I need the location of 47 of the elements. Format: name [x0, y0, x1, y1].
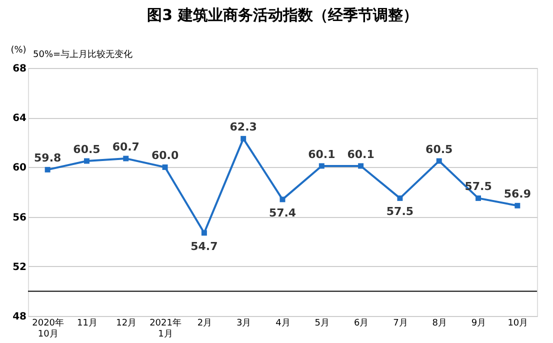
y-tick-label: 52 [12, 262, 27, 273]
data-label: 57.5 [386, 205, 414, 218]
data-label: 60.5 [73, 143, 100, 156]
data-label: 60.5 [426, 143, 453, 156]
x-tick-label: 2021年 1月 [150, 318, 182, 340]
x-tick-label: 6月 [354, 318, 369, 328]
x-tick-label: 2020年 10月 [32, 318, 64, 340]
data-label: 59.8 [34, 152, 62, 165]
data-label: 57.4 [268, 206, 296, 220]
point [44, 166, 50, 172]
point [123, 156, 129, 162]
y-tick-label: 68 [12, 64, 27, 74]
y-tick-label: 60 [12, 162, 27, 174]
x-tick-label: 4月 [276, 318, 290, 328]
x-tick-label: 7月 [393, 318, 408, 328]
point [397, 195, 403, 201]
x-tick-label: 8月 [432, 318, 447, 328]
point [436, 158, 442, 164]
point [84, 158, 90, 164]
y-axis-title: (%) [10, 46, 26, 56]
y-tick-label: 64 [12, 113, 27, 124]
x-tick-label: 5月 [314, 318, 330, 328]
point [162, 164, 168, 170]
point [476, 195, 482, 201]
point [318, 163, 324, 169]
point [514, 202, 520, 208]
data-label: 56.9 [504, 188, 531, 201]
y-tick-label: 48 [12, 312, 27, 322]
point [240, 136, 246, 142]
x-tick-label: 9月 [471, 318, 486, 328]
point [358, 163, 364, 169]
point [280, 196, 286, 202]
data-label: 62.3 [230, 120, 257, 134]
x-tick-label: 10月 [508, 318, 528, 328]
data-label: 60.7 [112, 140, 140, 154]
data-label: 60.1 [308, 148, 336, 161]
chart-title: 图3 建筑业商务活动指数（经季节调整） [147, 6, 418, 24]
data-label: 60.1 [347, 148, 374, 161]
data-label: 54.7 [190, 240, 218, 253]
x-tick-label: 2月 [197, 318, 212, 328]
x-tick-label: 11月 [77, 318, 98, 328]
y-tick-label: 56 [12, 212, 27, 224]
x-tick-label: 12月 [116, 318, 137, 328]
x-tick-label: 3月 [236, 318, 252, 328]
point [201, 230, 207, 236]
text: 50%=与上月比较无变化 [33, 49, 133, 60]
data-label: 60.0 [151, 149, 179, 162]
